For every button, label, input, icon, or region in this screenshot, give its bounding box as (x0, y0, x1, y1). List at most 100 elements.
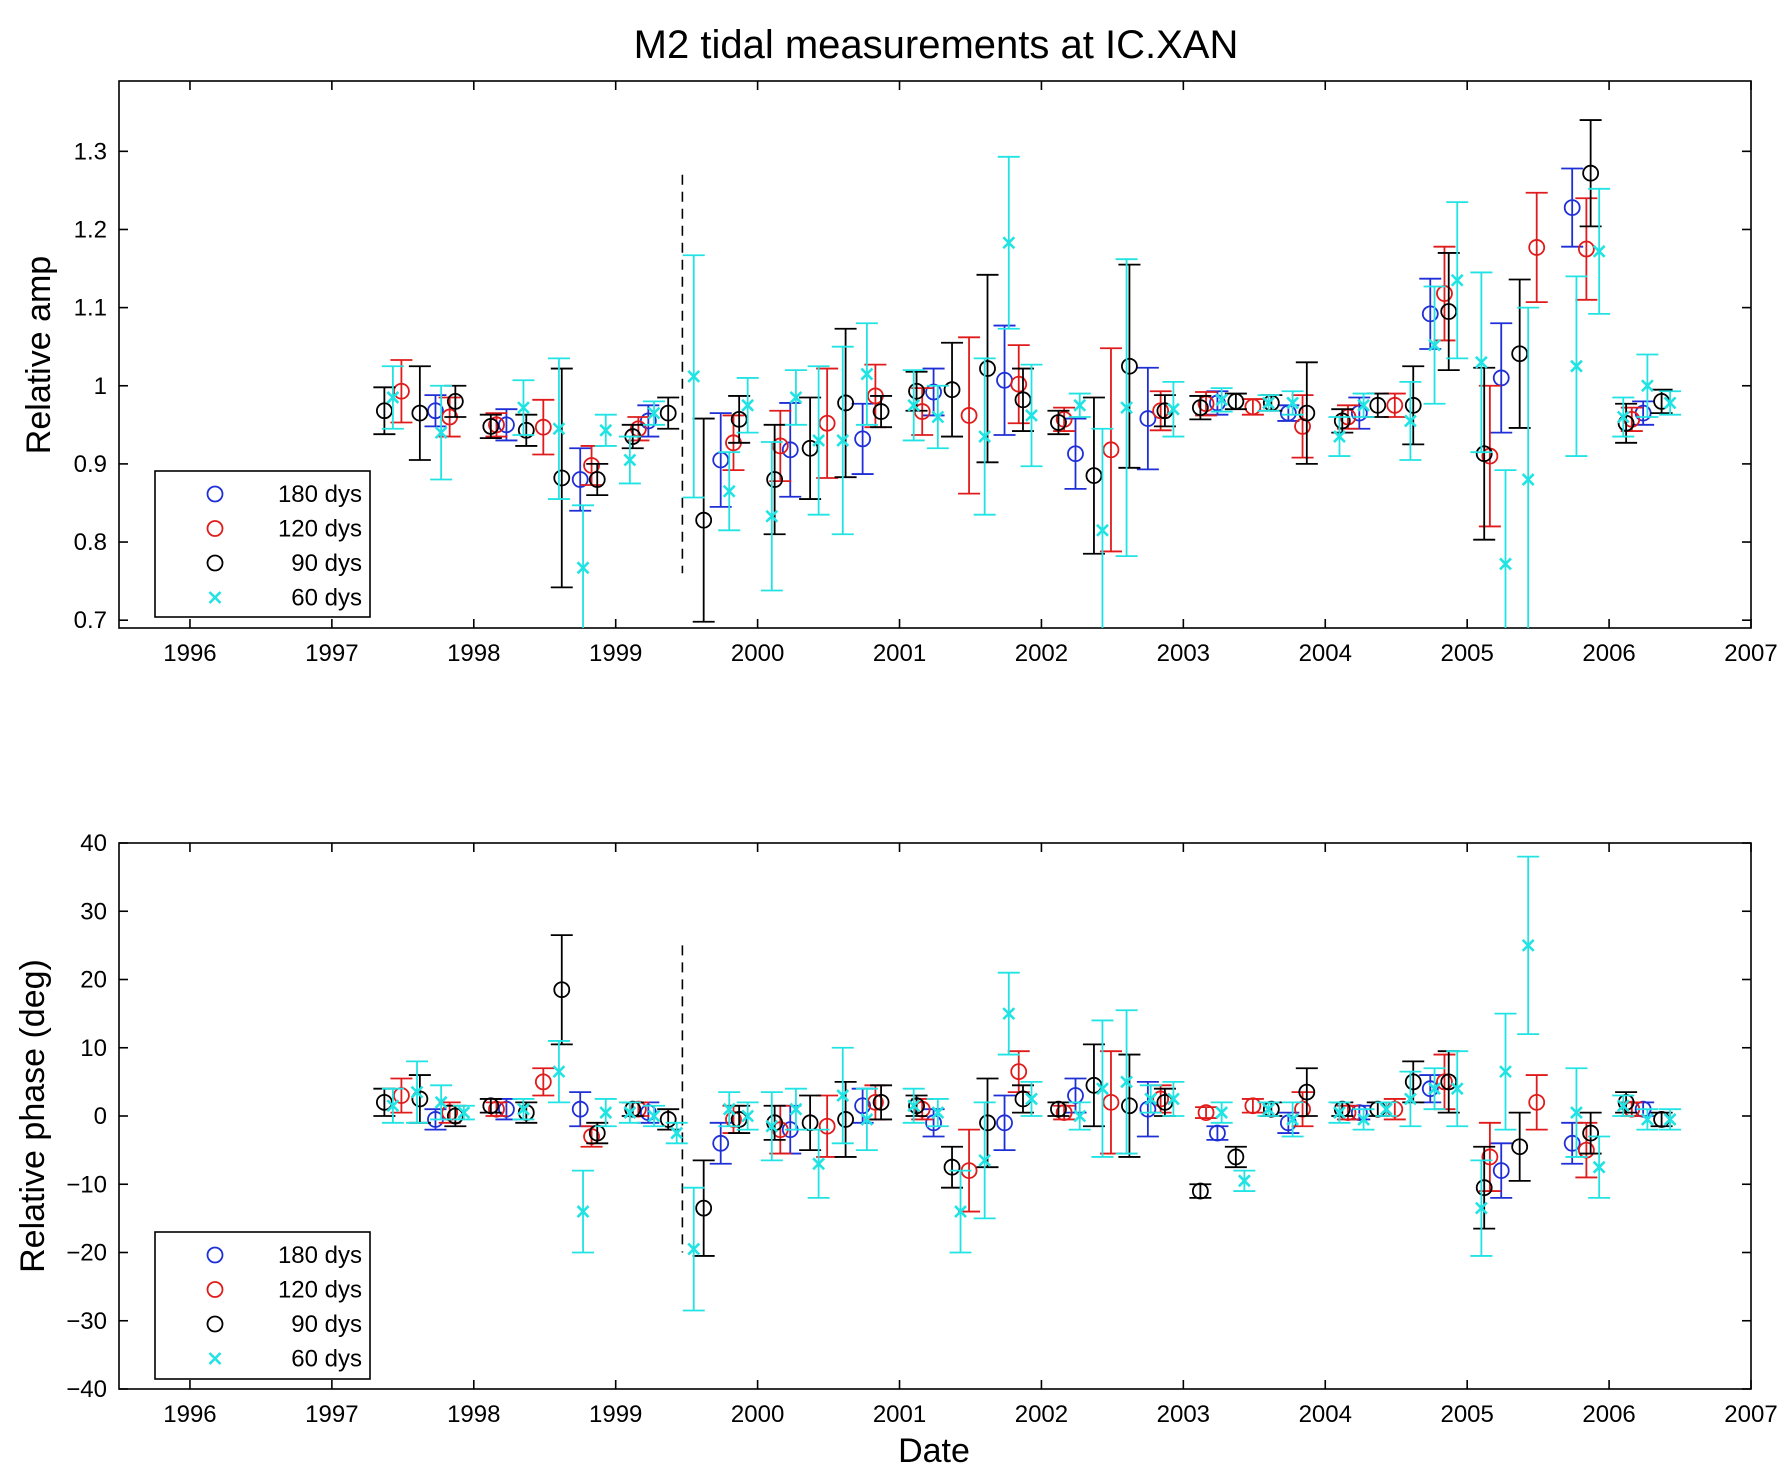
data-marker-circle (1010, 1063, 1028, 1081)
amplitude-point-180-dys (851, 402, 874, 475)
data-marker-x (836, 1089, 850, 1102)
amplitude-point-180-dys (779, 402, 802, 498)
phase-marks (373, 855, 1682, 1312)
data-marker-circle (943, 1158, 961, 1176)
phase-point-60-dys (1399, 1070, 1422, 1128)
amplitude-point-90-dys (941, 341, 964, 438)
data-marker-circle (1102, 1093, 1120, 1111)
amplitude-point-90-dys (799, 396, 822, 500)
amplitude-xtick-label: 2004 (1299, 640, 1352, 667)
amplitude-point-90-dys (976, 273, 999, 464)
legend-label: 60 dys (291, 585, 362, 612)
data-marker-x (434, 1095, 448, 1109)
amplitude-point-60-dys (1352, 392, 1375, 418)
phase-point-60-dys (855, 1087, 878, 1152)
data-marker-circle (854, 430, 872, 448)
data-marker-x (1521, 473, 1535, 486)
data-marker-x (1237, 1174, 1251, 1188)
phase-point-60-dys (1494, 1012, 1517, 1131)
phase-point-60-dys (381, 1087, 404, 1124)
amplitude-point-180-dys (922, 367, 945, 417)
data-marker-circle (1511, 345, 1529, 363)
amplitude-point-60-dys (1470, 271, 1493, 454)
data-marker-circle (996, 1114, 1013, 1132)
phase-point-60-dys (949, 1169, 972, 1254)
data-marker-circle (730, 410, 748, 428)
amplitude-point-120-dys (769, 409, 792, 482)
data-marker-x (1640, 1112, 1654, 1126)
data-marker-x (687, 369, 701, 383)
phase-point-120-dys (1433, 1053, 1456, 1111)
amplitude-xtick-label: 1998 (447, 640, 500, 667)
data-marker-circle (781, 441, 799, 459)
amplitude-point-60-dys (1328, 416, 1351, 457)
phase-point-180-dys (1490, 1142, 1513, 1199)
data-marker-circle (1010, 375, 1028, 393)
data-marker-x (552, 1065, 566, 1079)
data-marker-x (1215, 1106, 1229, 1120)
data-marker-x (1120, 401, 1133, 415)
phase-point-60-dys (1328, 1101, 1351, 1124)
phase-point-180-dys (709, 1121, 732, 1165)
amplitude-xtick-label: 2007 (1724, 640, 1777, 667)
data-marker-x (1025, 409, 1038, 422)
phase-point-60-dys (1281, 1101, 1304, 1138)
amplitude-legend: 180 dys 120 dys 90 dys 60 dys (154, 470, 371, 618)
amplitude-xtick-label: 2005 (1440, 640, 1493, 667)
phase-xtick-label: 2007 (1724, 1401, 1777, 1428)
data-marker-x (1357, 1112, 1370, 1126)
data-marker-x (812, 1157, 826, 1171)
phase-point-60-dys (902, 1087, 925, 1124)
amplitude-point-90-dys (1579, 119, 1602, 228)
phase-y-ticks: −40 −30 −20 −10 0 10 20 30 40 (66, 830, 1751, 1403)
amplitude-ytick-label: 1.2 (74, 216, 107, 243)
amplitude-point-90-dys (1189, 395, 1212, 421)
amplitude-ytick-label: 0.8 (74, 529, 107, 556)
data-marker-circle (960, 407, 978, 424)
data-marker-circle (446, 1107, 464, 1125)
phase-xtick-label: 2005 (1440, 1401, 1493, 1428)
data-marker-circle (1209, 1124, 1226, 1142)
data-marker-circle (1050, 414, 1067, 431)
data-marker-circle (1582, 1124, 1600, 1142)
amplitude-point-180-dys (709, 412, 732, 508)
amplitude-point-120-dys (532, 398, 555, 456)
data-marker-circle (695, 511, 713, 529)
data-marker-circle (979, 1114, 996, 1132)
legend-label: 60 dys (291, 1346, 362, 1373)
data-marker-circle (1244, 398, 1262, 416)
legend-marker-circle (206, 1281, 224, 1298)
amplitude-marks (373, 119, 1682, 628)
data-marker-x (517, 1102, 530, 1116)
data-marker-x (1616, 1099, 1630, 1113)
amplitude-point-60-dys (1565, 275, 1588, 457)
legend-label: 90 dys (291, 1311, 362, 1338)
data-marker-x (1333, 430, 1346, 443)
data-marker-circle (1244, 1097, 1262, 1115)
data-marker-circle (588, 471, 606, 488)
data-marker-circle (1577, 240, 1595, 258)
amplitude-point-120-dys (1053, 406, 1076, 432)
data-marker-circle (1121, 357, 1138, 375)
data-marker-circle (1436, 1073, 1453, 1091)
phase-xtick-label: 2000 (731, 1401, 784, 1428)
data-marker-circle (837, 394, 854, 412)
data-marker-x (765, 1119, 779, 1133)
phase-point-90-dys (550, 934, 573, 1046)
data-marker-x (576, 561, 590, 575)
amplitude-point-90-dys (408, 365, 431, 461)
phase-point-120-dys (1525, 1074, 1548, 1131)
data-marker-circle (1298, 404, 1316, 422)
amplitude-point-60-dys (1612, 396, 1635, 438)
data-marker-x (599, 1106, 613, 1120)
data-marker-circle (1197, 1104, 1215, 1121)
amplitude-point-90-dys (1118, 263, 1141, 469)
phase-point-60-dys (1470, 1159, 1493, 1257)
amplitude-point-90-dys (515, 413, 538, 447)
phase-point-90-dys (408, 1074, 431, 1124)
data-marker-x (457, 1106, 471, 1120)
phase-point-60-dys (572, 1169, 595, 1254)
data-marker-circle (1421, 1080, 1439, 1098)
data-marker-x (1663, 1112, 1677, 1126)
